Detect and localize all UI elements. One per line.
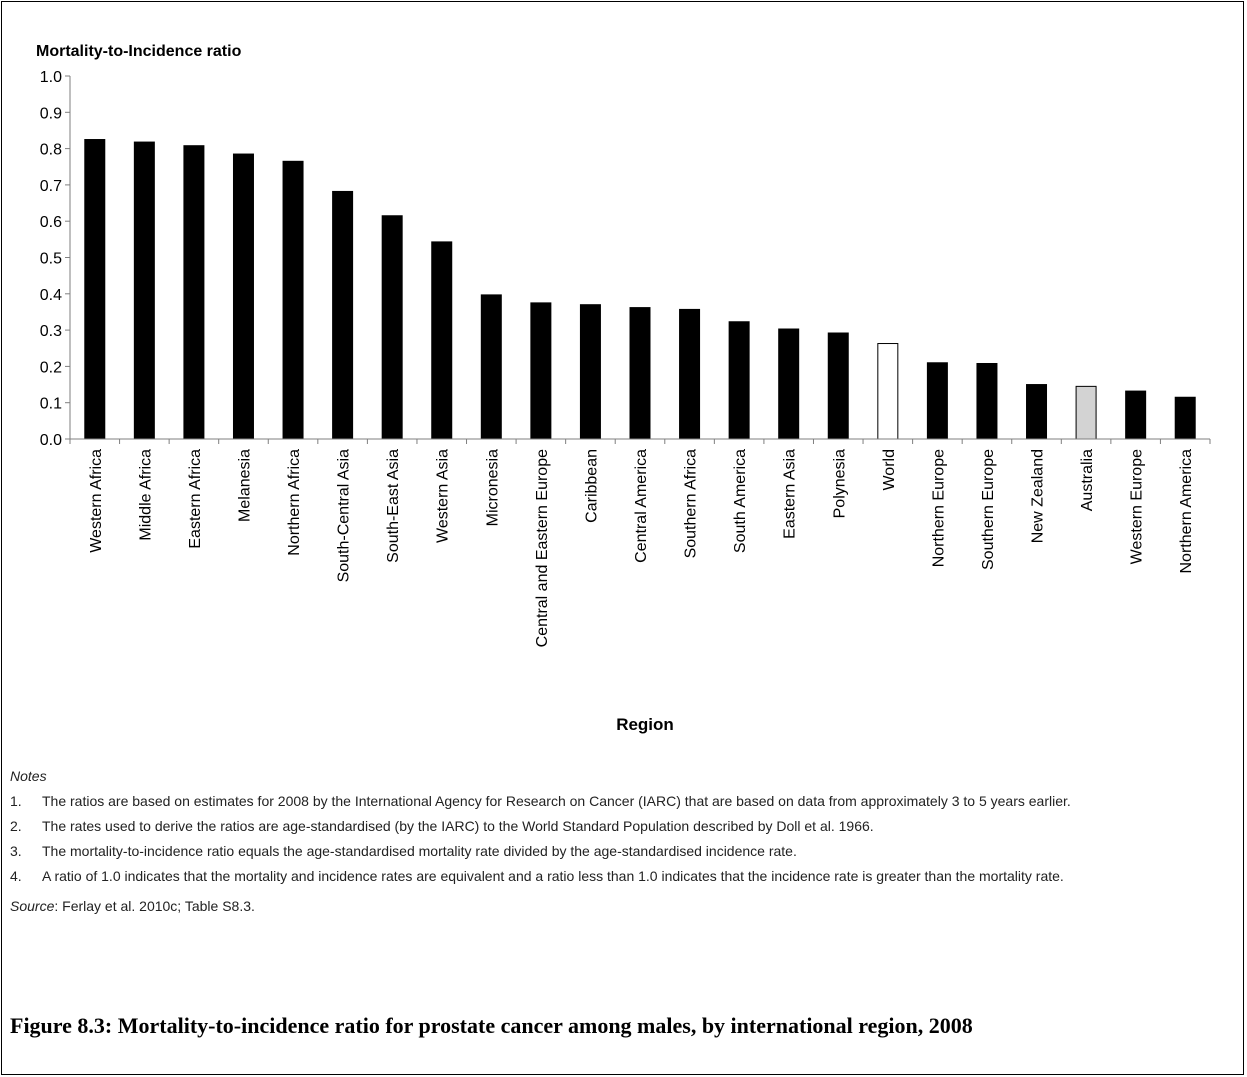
source-label: Source: [10, 898, 55, 914]
x-tick-label: South-Central Asia: [336, 449, 353, 583]
bar-micronesia: [480, 294, 502, 440]
note-item: 4. A ratio of 1.0 indicates that the mor…: [10, 867, 1235, 886]
y-axis-title: Mortality-to-Incidence ratio: [36, 43, 242, 60]
note-text: The mortality-to-incidence ratio equals …: [42, 843, 797, 859]
y-tick-label: 0.2: [40, 359, 62, 376]
y-axis-ticks: 0.0 0.1 0.2 0.3 0.4 0.5 0.6 0.7 0.8 0.9 1.0: [40, 69, 70, 449]
x-tick-label: Northern America: [1178, 449, 1195, 574]
x-axis-labels: Western Africa Middle Africa Eastern Afric…: [88, 449, 1195, 647]
note-number: 3.: [10, 843, 22, 859]
bar-southern-europe: [976, 362, 998, 440]
bar-south-america: [728, 321, 750, 440]
x-tick-label: Western Asia: [435, 449, 452, 543]
x-tick-label: Southern Africa: [683, 449, 700, 559]
source-text: : Ferlay et al. 2010c; Table S8.3.: [54, 898, 255, 914]
x-tick-label: Northern Europe: [930, 449, 947, 567]
x-tick-label: Melanesia: [236, 449, 253, 522]
note-item: 1. The ratios are based on estimates for…: [10, 792, 1235, 811]
bar-northern-europe: [926, 362, 948, 440]
notes-heading: Notes: [10, 768, 47, 784]
bar-southern-africa: [679, 308, 701, 440]
notes-section: Notes 1. The ratios are based on estimat…: [10, 768, 1235, 914]
x-axis-title: Region: [616, 715, 674, 734]
bar-western-asia: [431, 241, 453, 440]
note-number: 1.: [10, 793, 22, 809]
x-axis-ticks: [69, 439, 1211, 444]
y-tick-label: 1.0: [40, 69, 62, 86]
x-tick-label: South-East Asia: [385, 449, 402, 563]
bar-northern-america: [1174, 396, 1196, 440]
note-text: The rates used to derive the ratios are …: [42, 818, 874, 834]
x-tick-label: Western Europe: [1129, 449, 1146, 564]
bar-northern-africa: [282, 160, 304, 440]
x-tick-label: Polynesia: [831, 449, 848, 518]
note-number: 4.: [10, 868, 22, 884]
y-tick-label: 0.6: [40, 214, 62, 231]
bar-eastern-africa: [183, 145, 205, 440]
y-tick-label: 0.9: [40, 105, 62, 122]
bar-central-america: [629, 307, 651, 440]
x-tick-label: Southern Europe: [980, 449, 997, 570]
x-tick-label: Middle Africa: [137, 449, 154, 541]
y-tick-label: 0.4: [40, 287, 62, 304]
bar-eastern-asia: [778, 328, 800, 440]
y-tick-label: 0.8: [40, 142, 62, 159]
bar-polynesia: [827, 332, 849, 440]
x-tick-label: Central and Eastern Europe: [534, 449, 551, 647]
x-tick-label: Western Africa: [88, 449, 105, 553]
x-tick-label: Australia: [1079, 449, 1096, 511]
x-tick-label: Northern Africa: [286, 449, 303, 556]
x-tick-label: Eastern Asia: [782, 449, 799, 539]
source-line: Source: Ferlay et al. 2010c; Table S8.3.: [10, 898, 1235, 914]
bar-melanesia: [232, 153, 254, 440]
x-tick-label: South America: [732, 449, 749, 553]
note-text: The ratios are based on estimates for 20…: [42, 793, 1071, 809]
bar-chart: Mortality-to-Incidence ratio 0.00.10.20.…: [36, 43, 1211, 734]
bar-australia: [1075, 385, 1097, 440]
y-tick-label: 0.7: [40, 178, 62, 195]
note-text: A ratio of 1.0 indicates that the mortal…: [42, 868, 1064, 884]
x-tick-label: Caribbean: [583, 449, 600, 523]
x-tick-label: New Zealand: [1030, 449, 1047, 543]
bar-middle-africa: [133, 141, 155, 440]
bar-caribbean: [579, 304, 601, 440]
note-item: 2. The rates used to derive the ratios a…: [10, 817, 1235, 836]
y-tick-label: 0.1: [40, 396, 62, 413]
y-tick-label: 0.5: [40, 251, 62, 268]
bar-central-and-eastern-europe: [530, 302, 552, 440]
x-tick-label: Central America: [633, 449, 650, 563]
y-tick-label: 0.3: [40, 323, 62, 340]
bar-western-africa: [84, 139, 106, 440]
x-tick-label: World: [881, 449, 898, 491]
y-tick-label: 0.0: [40, 432, 62, 449]
bar-south-east-asia: [381, 215, 403, 440]
bar-western-europe: [1125, 390, 1147, 440]
x-tick-label: Micronesia: [484, 449, 501, 526]
bars: [84, 139, 1196, 440]
note-item: 3. The mortality-to-incidence ratio equa…: [10, 842, 1235, 861]
bar-new-zealand: [1026, 384, 1048, 440]
note-number: 2.: [10, 818, 22, 834]
bar-world: [877, 343, 899, 440]
figure-caption: Figure 8.3: Mortality-to-incidence ratio…: [10, 1013, 973, 1038]
bar-south-central-asia: [332, 190, 354, 440]
x-tick-label: Eastern Africa: [187, 449, 204, 549]
